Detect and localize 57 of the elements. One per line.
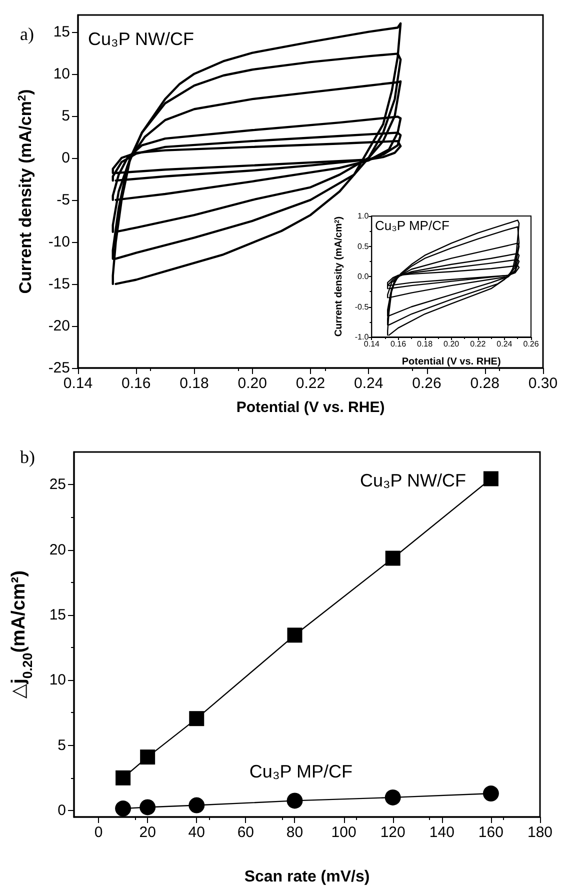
y-tick-label: 0.5 xyxy=(358,242,370,251)
annotation: Cu₃P NW/CF xyxy=(88,29,194,49)
x-tick-label: 140 xyxy=(429,824,454,841)
x-tick-label: 0.28 xyxy=(470,375,500,392)
x-tick-label: 0.26 xyxy=(523,340,540,348)
x-tick-label: 100 xyxy=(331,824,356,841)
x-tick-label: 180 xyxy=(527,824,553,841)
y-tick-label: -15 xyxy=(48,275,70,292)
x-axis-title: Potential (V vs. RHE) xyxy=(402,356,501,368)
y-axis-title: Current density (mA/cm2) xyxy=(16,89,35,294)
y-tick-label: 25 xyxy=(49,476,66,494)
y-tick-label: 5 xyxy=(58,736,66,754)
x-tick-label: 0.18 xyxy=(417,340,434,348)
y-tick-label: -20 xyxy=(48,317,70,334)
y-tick-label: -0.5 xyxy=(354,302,370,312)
x-tick-label: 120 xyxy=(380,824,406,841)
x-axis-title: Scan rate (mV/s) xyxy=(244,868,370,886)
x-tick-label: 80 xyxy=(286,824,304,841)
y-tick-label: -5 xyxy=(56,191,70,208)
y-tick-label: -10 xyxy=(48,233,70,250)
x-tick-label: 0.16 xyxy=(390,340,407,348)
x-tick-label: 20 xyxy=(139,824,156,841)
x-tick-label: 0.26 xyxy=(412,375,442,392)
x-tick-label: 0.30 xyxy=(528,375,558,392)
series-label: Cu₃P NW/CF xyxy=(360,470,466,491)
y-tick-label: 0.0 xyxy=(358,272,370,281)
text: a) xyxy=(20,24,34,44)
x-tick-label: 0.24 xyxy=(496,340,513,348)
y-tick-label: 10 xyxy=(49,672,66,689)
text: b) xyxy=(20,447,35,467)
y-tick-label: 5 xyxy=(62,107,70,124)
x-tick-label: 0.24 xyxy=(354,375,384,392)
x-tick-label: 0.14 xyxy=(364,340,380,348)
x-tick-label: 0.18 xyxy=(180,375,209,392)
x-tick-label: 0.20 xyxy=(238,375,267,392)
y-axis-title: △j0.20(mA/cm²) xyxy=(8,570,35,699)
x-tick-label: 0.16 xyxy=(122,375,151,392)
x-tick-label: 0 xyxy=(94,824,103,841)
y-tick-label: 15 xyxy=(53,23,70,40)
x-axis-title: Potential (V vs. RHE) xyxy=(236,399,385,416)
x-tick-label: 40 xyxy=(188,824,205,841)
y-tick-label: 0 xyxy=(62,149,70,166)
annotation: Cu₃P MP/CF xyxy=(375,218,450,233)
y-tick-label: 20 xyxy=(49,541,66,558)
x-tick-label: 0.14 xyxy=(63,375,93,392)
x-tick-label: 60 xyxy=(237,824,254,841)
series-label: Cu₃P MP/CF xyxy=(249,762,352,782)
x-tick-label: 160 xyxy=(478,824,504,841)
x-tick-label: 0.22 xyxy=(470,340,486,348)
y-tick-label: -1.0 xyxy=(354,332,370,342)
y-tick-label: 0 xyxy=(58,802,66,819)
y-tick-label: 1.0 xyxy=(358,212,370,220)
y-tick-label: -25 xyxy=(48,360,70,376)
x-tick-label: 0.20 xyxy=(444,340,460,348)
y-tick-label: 10 xyxy=(53,65,70,82)
y-tick-label: 15 xyxy=(49,606,66,624)
x-tick-label: 0.22 xyxy=(296,375,326,392)
